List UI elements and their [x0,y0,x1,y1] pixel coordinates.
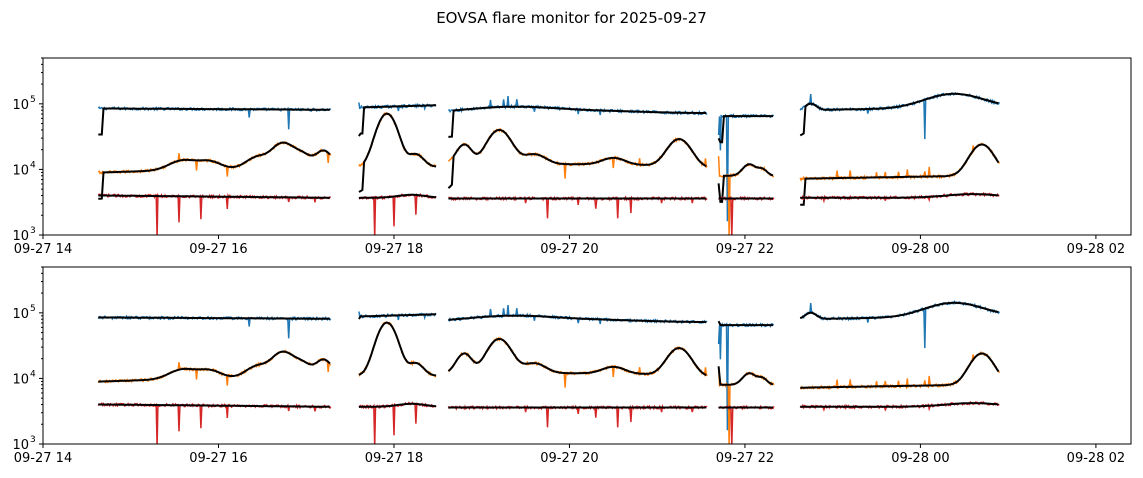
x-tick-label: 09-28 00 [891,242,949,257]
red-fit-segment-2 [358,193,437,200]
blue-fit-segment-5 [799,301,999,320]
blue-fit-segment-2 [358,313,437,320]
x-tick-label: 09-27 20 [540,242,598,257]
blue-fit-segment-2 [358,104,437,137]
top-panel: 09-27 14 09-27 16 09-27 18 09-27 20 09-27 22… [12,57,1132,257]
x-tick-label: 09-27 14 [14,451,72,466]
orange-fit-segment-3 [447,337,707,377]
orange-fit-segment-4 [717,163,774,203]
x-tick-label: 09-27 18 [365,451,423,466]
y-tick-exponent: 3 [30,226,36,236]
red-fit-segment-1 [98,194,330,199]
y-tick-exponent: 5 [30,304,36,314]
y-tick-label: 10 [12,307,29,322]
y-tick-exponent: 4 [30,160,36,170]
orange-fit-segment-3 [447,128,707,189]
axes-frame [42,57,1132,236]
red-fit-segment-1 [98,403,330,408]
orange-fit-segment-4 [717,366,774,386]
red-fit-segment-5 [800,402,999,408]
red-fit-segment-2 [358,402,437,409]
x-tick-label: 09-27 20 [540,451,598,466]
blue-fit-segment-5 [799,92,999,137]
blue-fit-segment-1 [98,316,330,320]
plot-area [97,299,1001,444]
y-tick-label: 10 [12,438,29,453]
blue-fit-segment-3 [448,314,707,324]
y-tick-label: 10 [12,163,29,178]
y-tick-exponent: 5 [30,95,36,105]
y-tick-label: 10 [12,229,29,244]
blue-fit-segment-1 [98,107,330,136]
y-tick-label: 10 [12,98,29,113]
x-tick-label: 09-27 22 [716,242,774,257]
y-tick-exponent: 4 [30,369,36,379]
orange-fit-segment-1 [98,350,331,383]
blue-fit-segment-4 [717,115,773,144]
blue-fit-segment-4 [717,320,773,327]
y-tick-exponent: 3 [30,435,36,445]
plot-area [97,91,1001,235]
orange-fit-segment-2 [358,112,437,193]
orange-fit-segment-5 [800,143,1000,206]
x-tick-label: 09-28 02 [1067,242,1125,257]
x-tick-label: 09-27 14 [14,242,72,257]
red-fit-segment-5 [800,193,999,199]
x-tick-label: 09-27 16 [189,242,247,257]
orange-fit-segment-2 [358,321,437,377]
bottom-panel: 09-27 14 09-27 16 09-27 18 09-27 20 09-27 22… [12,266,1132,466]
orange-fit-segment-5 [800,352,1000,389]
x-tick-label: 09-27 16 [189,451,247,466]
y-tick-label: 10 [12,372,29,387]
orange-fit-segment-1 [98,141,331,200]
x-tick-label: 09-27 22 [716,451,774,466]
blue-fit-segment-3 [448,105,707,138]
x-tick-label: 09-28 00 [891,451,949,466]
axes-frame [42,266,1132,445]
x-tick-label: 09-27 18 [365,242,423,257]
figure-title: EOVSA flare monitor for 2025-09-27 [436,9,707,27]
x-tick-label: 09-28 02 [1067,451,1125,466]
